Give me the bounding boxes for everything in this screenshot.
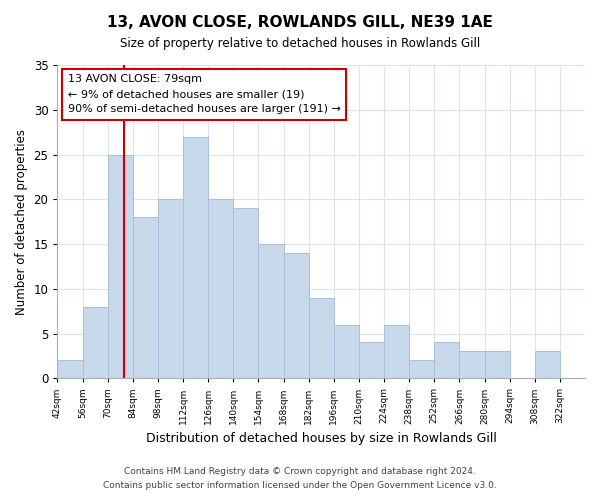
Bar [183, 136, 208, 378]
Bar [133, 217, 158, 378]
Bar [485, 352, 509, 378]
Bar [384, 324, 409, 378]
Bar [308, 298, 334, 378]
Bar [284, 253, 308, 378]
Text: Contains HM Land Registry data © Crown copyright and database right 2024.
Contai: Contains HM Land Registry data © Crown c… [103, 468, 497, 489]
Bar [535, 352, 560, 378]
Bar [460, 352, 485, 378]
Bar [108, 154, 133, 378]
Text: Size of property relative to detached houses in Rowlands Gill: Size of property relative to detached ho… [120, 38, 480, 51]
Bar [334, 324, 359, 378]
Bar [158, 200, 183, 378]
Bar [409, 360, 434, 378]
Bar [259, 244, 284, 378]
Bar [83, 306, 108, 378]
Bar [233, 208, 259, 378]
Text: 13 AVON CLOSE: 79sqm
← 9% of detached houses are smaller (19)
90% of semi-detach: 13 AVON CLOSE: 79sqm ← 9% of detached ho… [68, 74, 341, 114]
Bar [208, 200, 233, 378]
Bar [359, 342, 384, 378]
Bar [58, 360, 83, 378]
X-axis label: Distribution of detached houses by size in Rowlands Gill: Distribution of detached houses by size … [146, 432, 497, 445]
Bar [434, 342, 460, 378]
Text: 13, AVON CLOSE, ROWLANDS GILL, NE39 1AE: 13, AVON CLOSE, ROWLANDS GILL, NE39 1AE [107, 15, 493, 30]
Y-axis label: Number of detached properties: Number of detached properties [15, 128, 28, 314]
